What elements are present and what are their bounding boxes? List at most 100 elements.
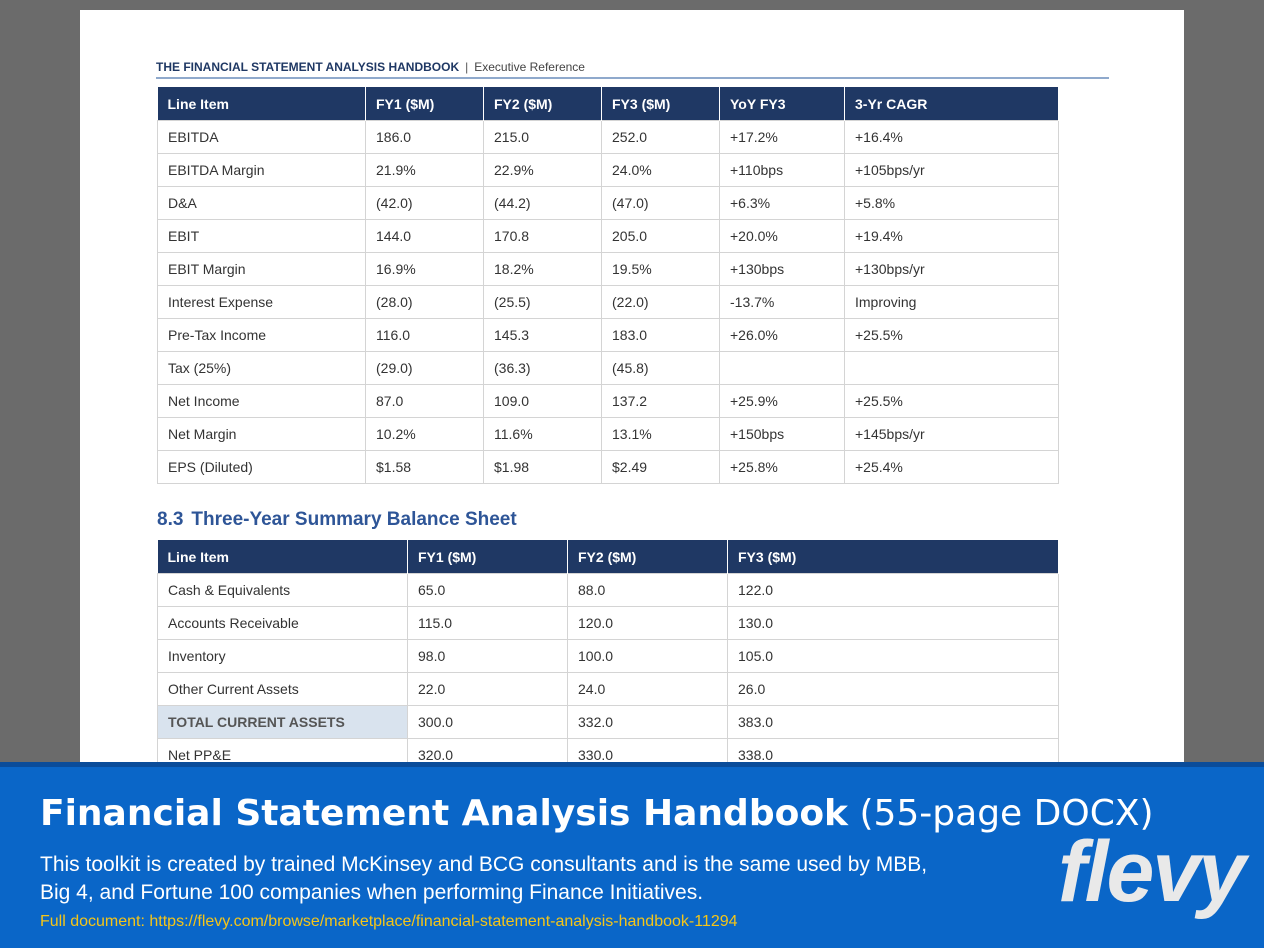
column-header: Line Item bbox=[157, 540, 408, 574]
value-cell: 116.0 bbox=[365, 318, 484, 352]
value-cell: +16.4% bbox=[844, 120, 1059, 154]
value-cell: 144.0 bbox=[365, 219, 484, 253]
value-cell: (25.5) bbox=[483, 285, 602, 319]
section-number: 8.3 bbox=[157, 509, 184, 530]
value-cell: 24.0 bbox=[567, 672, 728, 706]
value-cell: +25.5% bbox=[844, 384, 1059, 418]
table-row: EBIT 144.0 170.8 205.0 +20.0% +19.4% bbox=[157, 219, 1059, 253]
value-cell: 122.0 bbox=[727, 573, 1059, 607]
value-cell: 13.1% bbox=[601, 417, 720, 451]
table-row: Pre-Tax Income 116.0 145.3 183.0 +26.0% +25.5… bbox=[157, 318, 1059, 352]
banner-title-light: (55-page DOCX) bbox=[859, 793, 1154, 834]
value-cell: 19.5% bbox=[601, 252, 720, 286]
column-header: Line Item bbox=[157, 87, 366, 121]
value-cell bbox=[719, 351, 845, 385]
income-statement-table: Line Item FY1 ($M) FY2 ($M) FY3 ($M) YoY… bbox=[157, 87, 1059, 484]
value-cell bbox=[844, 351, 1059, 385]
value-cell: +110bps bbox=[719, 153, 845, 187]
value-cell: 109.0 bbox=[483, 384, 602, 418]
table-row: Inventory 98.0 100.0 105.0 bbox=[157, 639, 1059, 673]
banner-title: Financial Statement Analysis Handbook (5… bbox=[40, 793, 1154, 834]
value-cell: 22.0 bbox=[407, 672, 568, 706]
value-cell: +105bps/yr bbox=[844, 153, 1059, 187]
table-row: EBITDA Margin 21.9% 22.9% 24.0% +110bps +105b… bbox=[157, 153, 1059, 187]
row-label-cell: Accounts Receivable bbox=[157, 606, 408, 640]
column-header: FY2 ($M) bbox=[567, 540, 728, 574]
row-label-cell: EPS (Diluted) bbox=[157, 450, 366, 484]
row-label-cell: Cash & Equivalents bbox=[157, 573, 408, 607]
column-header: FY2 ($M) bbox=[483, 87, 602, 121]
banner-description: This toolkit is created by trained McKin… bbox=[40, 851, 927, 907]
value-cell: 22.9% bbox=[483, 153, 602, 187]
value-cell: 183.0 bbox=[601, 318, 720, 352]
value-cell: 98.0 bbox=[407, 639, 568, 673]
value-cell: +19.4% bbox=[844, 219, 1059, 253]
balance-sheet-table: Line Item FY1 ($M) FY2 ($M) FY3 ($M) Cas… bbox=[157, 540, 1059, 772]
row-label-cell: D&A bbox=[157, 186, 366, 220]
column-header: FY3 ($M) bbox=[727, 540, 1059, 574]
table-row: D&A (42.0) (44.2) (47.0) +6.3% +5.8% bbox=[157, 186, 1059, 220]
value-cell: $2.49 bbox=[601, 450, 720, 484]
value-cell: 120.0 bbox=[567, 606, 728, 640]
table-header-row: Line Item FY1 ($M) FY2 ($M) FY3 ($M) YoY… bbox=[157, 87, 1059, 121]
flevy-logo: flevy bbox=[1058, 824, 1246, 920]
balance-table-body: Cash & Equivalents 65.0 88.0 122.0 Accounts … bbox=[157, 573, 1059, 772]
value-cell: +26.0% bbox=[719, 318, 845, 352]
value-cell: +25.4% bbox=[844, 450, 1059, 484]
value-cell: 105.0 bbox=[727, 639, 1059, 673]
banner-title-bold: Financial Statement Analysis Handbook bbox=[40, 793, 848, 834]
value-cell: 24.0% bbox=[601, 153, 720, 187]
value-cell: $1.58 bbox=[365, 450, 484, 484]
row-label-cell: TOTAL CURRENT ASSETS bbox=[157, 705, 408, 739]
row-label-cell: Pre-Tax Income bbox=[157, 318, 366, 352]
row-label-cell: Other Current Assets bbox=[157, 672, 408, 706]
table-row: EBITDA 186.0 215.0 252.0 +17.2% +16.4% bbox=[157, 120, 1059, 154]
banner-description-line: This toolkit is created by trained McKin… bbox=[40, 853, 928, 876]
value-cell: (45.8) bbox=[601, 351, 720, 385]
value-cell: (44.2) bbox=[483, 186, 602, 220]
header-subtitle: Executive Reference bbox=[474, 60, 585, 74]
value-cell: +6.3% bbox=[719, 186, 845, 220]
row-label-cell: EBIT bbox=[157, 219, 366, 253]
row-label-cell: EBIT Margin bbox=[157, 252, 366, 286]
value-cell: 186.0 bbox=[365, 120, 484, 154]
document-page: THE FINANCIAL STATEMENT ANALYSIS HANDBOO… bbox=[80, 10, 1184, 772]
value-cell: Improving bbox=[844, 285, 1059, 319]
table-row: Interest Expense (28.0) (25.5) (22.0) -13.7%… bbox=[157, 285, 1059, 319]
value-cell: (36.3) bbox=[483, 351, 602, 385]
column-header: YoY FY3 bbox=[719, 87, 845, 121]
value-cell: (42.0) bbox=[365, 186, 484, 220]
value-cell: 11.6% bbox=[483, 417, 602, 451]
value-cell: (28.0) bbox=[365, 285, 484, 319]
column-header: FY1 ($M) bbox=[365, 87, 484, 121]
value-cell: 16.9% bbox=[365, 252, 484, 286]
column-header: FY1 ($M) bbox=[407, 540, 568, 574]
value-cell: (29.0) bbox=[365, 351, 484, 385]
value-cell: +20.0% bbox=[719, 219, 845, 253]
value-cell: +5.8% bbox=[844, 186, 1059, 220]
running-header: THE FINANCIAL STATEMENT ANALYSIS HANDBOO… bbox=[156, 60, 1109, 79]
value-cell: 145.3 bbox=[483, 318, 602, 352]
header-separator: | bbox=[465, 60, 469, 74]
value-cell: +17.2% bbox=[719, 120, 845, 154]
value-cell: +130bps bbox=[719, 252, 845, 286]
table-row: EBIT Margin 16.9% 18.2% 19.5% +130bps +130bps… bbox=[157, 252, 1059, 286]
table-row: EPS (Diluted) $1.58 $1.98 $2.49 +25.8% +25.4% bbox=[157, 450, 1059, 484]
value-cell: 115.0 bbox=[407, 606, 568, 640]
section-title: Three-Year Summary Balance Sheet bbox=[191, 509, 517, 530]
value-cell: +25.8% bbox=[719, 450, 845, 484]
value-cell: 300.0 bbox=[407, 705, 568, 739]
value-cell: 88.0 bbox=[567, 573, 728, 607]
value-cell: 18.2% bbox=[483, 252, 602, 286]
table-row: Cash & Equivalents 65.0 88.0 122.0 bbox=[157, 573, 1059, 607]
row-label-cell: Net Income bbox=[157, 384, 366, 418]
table-row: Tax (25%) (29.0) (36.3) (45.8) bbox=[157, 351, 1059, 385]
table-row: Net Margin 10.2% 11.6% 13.1% +150bps +145bps/… bbox=[157, 417, 1059, 451]
row-label-cell: EBITDA bbox=[157, 120, 366, 154]
full-document-link[interactable]: Full document: https://flevy.com/browse/… bbox=[40, 913, 738, 930]
column-header: FY3 ($M) bbox=[601, 87, 720, 121]
value-cell: 383.0 bbox=[727, 705, 1059, 739]
table-header-row: Line Item FY1 ($M) FY2 ($M) FY3 ($M) bbox=[157, 540, 1059, 574]
value-cell: +150bps bbox=[719, 417, 845, 451]
table-row: Net Income 87.0 109.0 137.2 +25.9% +25.5% bbox=[157, 384, 1059, 418]
